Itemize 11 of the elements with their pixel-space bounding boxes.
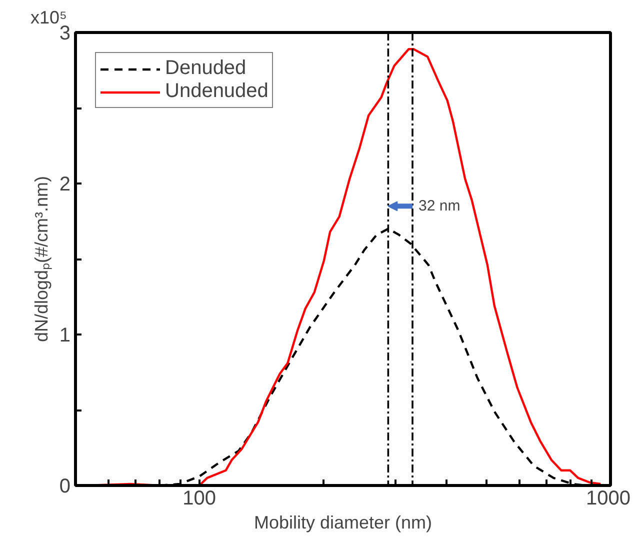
y-tick-label: 0 bbox=[59, 476, 70, 498]
x-axis-title: Mobility diameter (nm) bbox=[254, 512, 432, 532]
y-axis-title: dN/dlogdₚ(#/cm³.nm) bbox=[31, 176, 52, 342]
y-tick-label: 3 bbox=[59, 22, 70, 44]
annotation: 32 nm bbox=[418, 198, 460, 215]
x-tick-label: 1000 bbox=[586, 488, 631, 510]
y-tick-label: 1 bbox=[59, 324, 70, 346]
x-tick-label: 100 bbox=[182, 488, 216, 510]
y-tick-label: 2 bbox=[59, 174, 70, 196]
legend-label: Denuded bbox=[165, 57, 246, 80]
legend-label: Undenuded bbox=[165, 80, 268, 103]
